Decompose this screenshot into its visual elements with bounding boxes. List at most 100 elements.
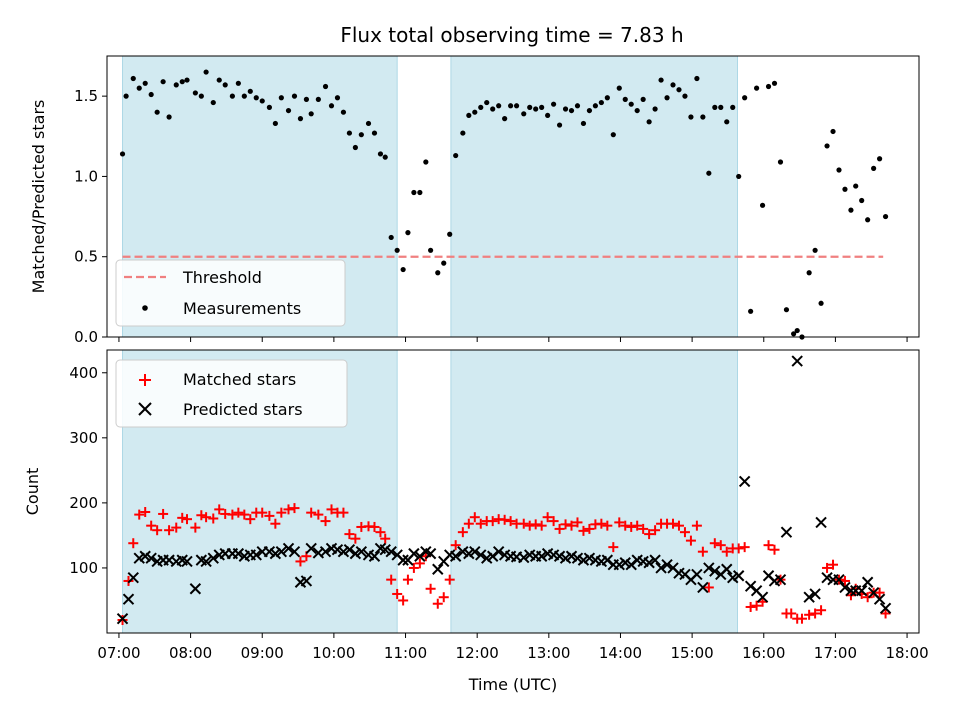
measurement-point — [724, 119, 730, 125]
measurement-point — [210, 99, 216, 106]
predicted-star-point — [803, 591, 815, 603]
predicted-star-point — [282, 542, 295, 555]
predicted-star-point — [414, 550, 426, 562]
predicted-star-point — [721, 563, 733, 575]
measurement-point — [759, 202, 766, 208]
predicted-star-point — [343, 544, 356, 556]
matched-star-point — [620, 520, 631, 531]
measurement-point — [123, 93, 129, 99]
measurement-point — [241, 93, 247, 99]
cross-stroke-b — [667, 562, 679, 574]
matched-star-point — [152, 525, 163, 536]
measurement-point — [882, 213, 889, 220]
cross-stroke-b — [583, 552, 596, 564]
predicted-star-point — [879, 602, 892, 614]
matched-star-point — [171, 522, 182, 533]
measurement-point — [539, 104, 545, 110]
x-tick-label: 13:00 — [527, 644, 570, 662]
matched-star-point — [691, 520, 702, 531]
measurement-point — [478, 104, 484, 110]
predicted-star-point — [432, 563, 444, 575]
matched-star-point — [644, 529, 655, 540]
measurement-point — [266, 104, 272, 110]
predicted-star-point — [475, 549, 487, 561]
cross-stroke-b — [288, 545, 301, 558]
matched-star-point — [739, 542, 750, 553]
matched-star-point — [763, 540, 774, 551]
measurement-point — [291, 93, 298, 99]
measurement-point — [771, 80, 778, 86]
matched-star-point — [450, 540, 461, 551]
measurement-point — [604, 95, 610, 101]
matched-star-point — [438, 592, 449, 603]
measurement-point — [670, 82, 676, 88]
measurement-point — [417, 189, 423, 196]
matched-star-point — [402, 574, 413, 585]
matched-star-point — [796, 613, 807, 624]
predicted-star-point — [861, 576, 874, 588]
measurement-point — [664, 95, 670, 101]
matched-star-point — [638, 523, 649, 534]
matched-stars-legend-label: Matched stars — [183, 370, 296, 389]
cross-stroke-b — [738, 475, 751, 488]
cross-stroke-b — [655, 562, 667, 574]
matched-star-point — [518, 518, 529, 529]
measurement-point — [173, 82, 179, 88]
matched-star-point — [214, 504, 225, 515]
cross-stroke-b — [385, 545, 397, 558]
cross-stroke-b — [176, 554, 188, 566]
matched-star-point — [733, 543, 744, 554]
predicted-star-point — [486, 550, 499, 562]
matched-star-point — [408, 562, 419, 573]
predicted-star-point — [300, 575, 313, 587]
cross-stroke-b — [691, 568, 703, 581]
matched-star-point — [505, 516, 516, 527]
measurement-point — [508, 103, 514, 109]
predicted-star-point — [189, 583, 202, 595]
predicted-star-point — [738, 475, 751, 488]
measurement-point — [411, 189, 417, 196]
measurement-point — [736, 173, 742, 180]
measurement-point — [836, 167, 842, 173]
cross-stroke-b — [762, 570, 775, 582]
matched-star-point — [398, 595, 409, 606]
matched-star-point — [810, 608, 821, 619]
measurement-point — [646, 119, 652, 125]
cross-stroke-b — [343, 544, 356, 556]
predicted-star-point — [655, 562, 667, 574]
bottom-x-ticks: 07:00 08:00 09:00 10:00 11:00 12:00 13:00 14:00… — [97, 633, 929, 662]
matched-star-point — [804, 609, 815, 620]
top-shaded-region-2 — [450, 55, 738, 338]
matched-star-point — [816, 605, 827, 616]
predicted-star-point — [288, 545, 301, 558]
measurement-point — [154, 109, 160, 115]
predicted-star-point — [518, 551, 530, 564]
measurement-point — [166, 114, 172, 120]
measurement-point — [382, 154, 388, 160]
cross-stroke-b — [625, 558, 637, 571]
cross-stroke-b — [637, 555, 649, 568]
cross-stroke-b — [661, 558, 673, 571]
x-tick-label: 08:00 — [169, 644, 212, 662]
measurement-point — [748, 308, 754, 314]
cross-stroke-b — [879, 602, 892, 614]
matched-star-point — [487, 516, 498, 527]
measurement-point — [235, 80, 241, 86]
measurement-point — [229, 93, 235, 99]
cross-stroke-b — [855, 585, 868, 597]
measurement-point — [688, 114, 694, 120]
predicted-star-point — [232, 547, 245, 560]
cross-stroke-b — [744, 580, 757, 592]
cross-stroke-b — [319, 545, 332, 558]
predicted-star-point — [732, 570, 745, 582]
cross-stroke-b — [697, 581, 709, 594]
measurement-point — [640, 96, 646, 102]
measurement-point — [308, 111, 314, 117]
measurement-point — [876, 156, 883, 162]
measurement-point — [533, 106, 539, 112]
cross-stroke-b — [518, 551, 530, 564]
cross-stroke-b — [189, 583, 202, 595]
measurement-point — [712, 104, 718, 110]
cross-stroke-b — [139, 550, 151, 562]
top-y-tick-label: 0.5 — [74, 248, 98, 266]
